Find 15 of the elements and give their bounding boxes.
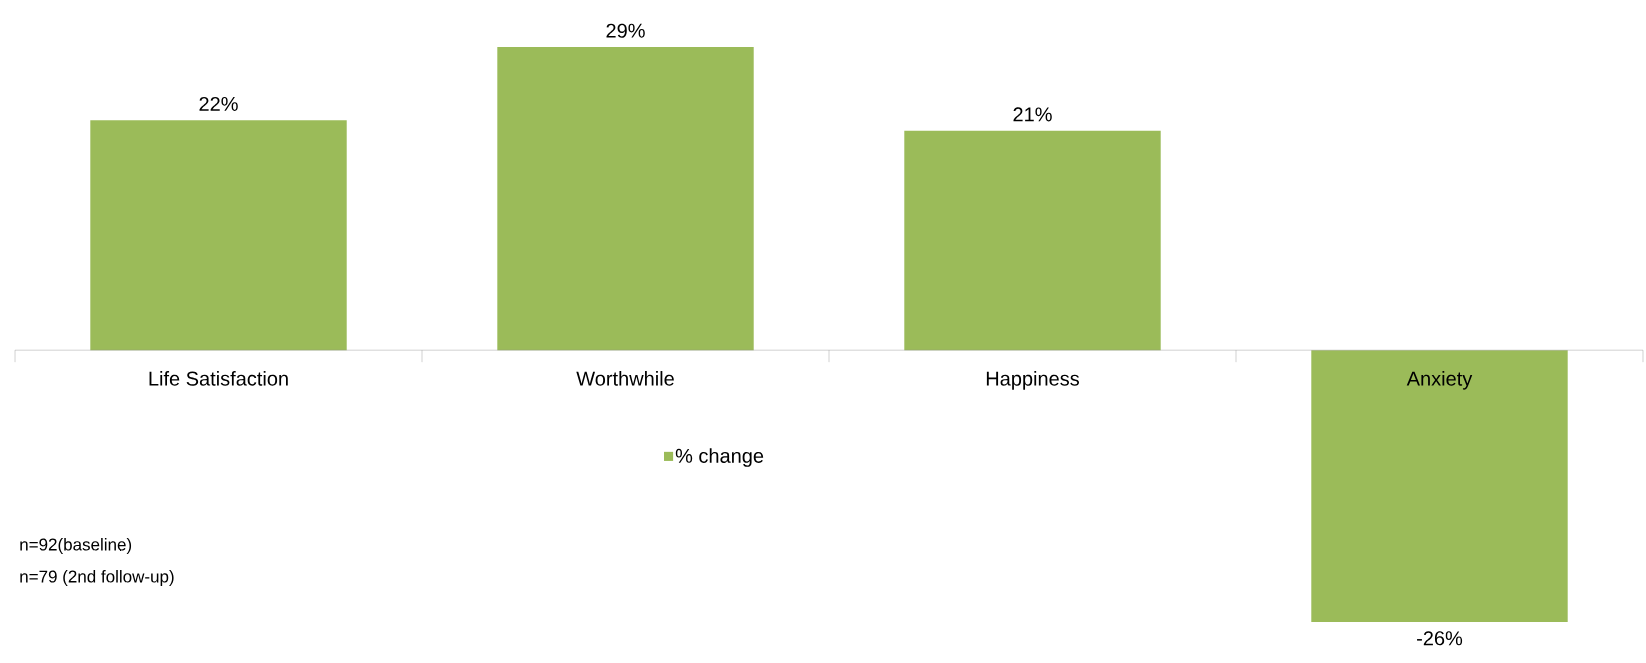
data-label: 21% <box>1013 107 1052 122</box>
bar <box>904 130 1161 351</box>
data-label: 29% <box>606 23 645 38</box>
x-tick-label: Anxiety <box>1406 371 1473 390</box>
x-tick-label: Happiness <box>986 371 1079 390</box>
bar <box>90 120 347 351</box>
annotation: n=92(baseline) <box>20 538 132 554</box>
bar <box>497 46 754 351</box>
x-tick-label: Worthwhile <box>576 371 674 386</box>
data-label: 22% <box>199 96 238 111</box>
legend-label: % change <box>675 448 764 467</box>
bar <box>1311 350 1568 622</box>
data-label: -26% <box>1417 631 1463 646</box>
x-tick-label: Life Satisfaction <box>149 371 288 386</box>
annotation: n=79 (2nd follow-up) <box>20 570 174 586</box>
